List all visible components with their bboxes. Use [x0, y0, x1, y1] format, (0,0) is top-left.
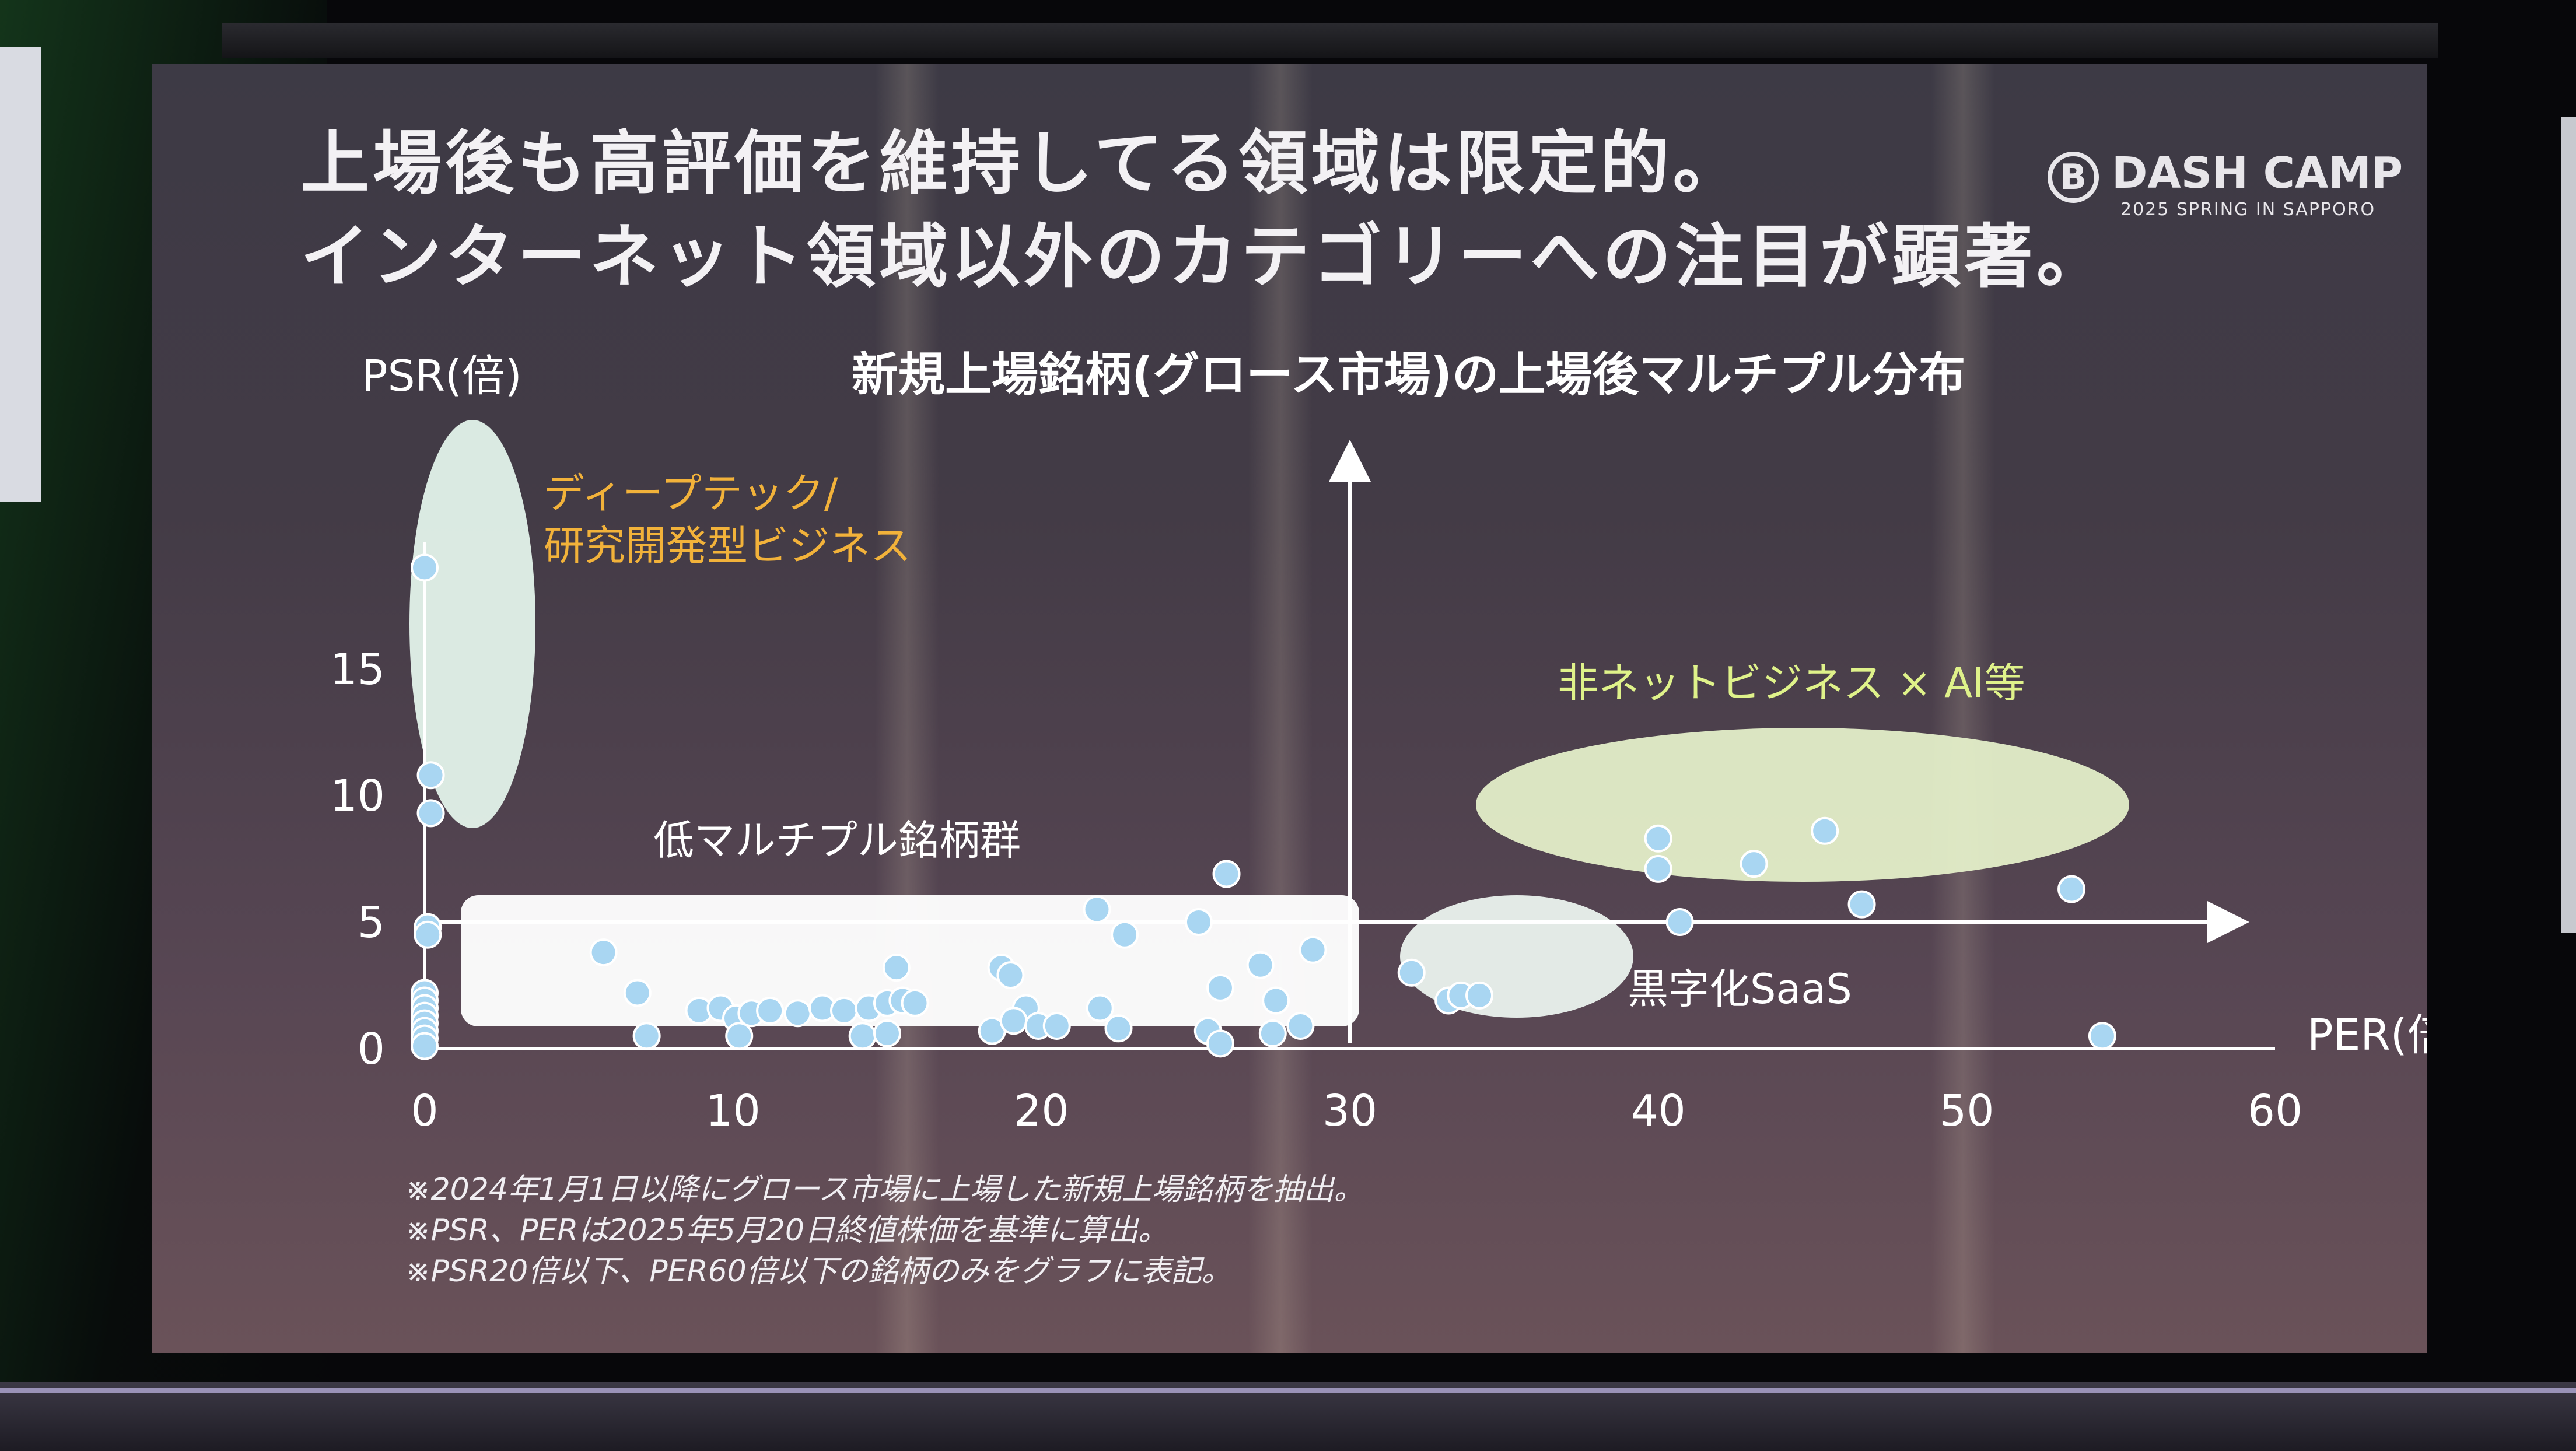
logo-subtitle: 2025 SPRING IN SAPPORO	[2120, 199, 2376, 220]
scatter-point	[848, 1022, 877, 1050]
footnote: ※PSR20倍以下、PER60倍以下の銘柄のみをグラフに表記。	[405, 1254, 1232, 1289]
scatter-point	[1847, 890, 1876, 919]
stage-light-beam	[1931, 64, 1995, 1353]
y-axis-title: PSR(倍)	[362, 351, 522, 401]
scatter-point	[1246, 951, 1275, 979]
scatter-point	[1811, 816, 1839, 845]
scatter-point	[1083, 895, 1111, 924]
stage-led-strip	[0, 1382, 2576, 1451]
scatter-point	[756, 996, 785, 1025]
scatter-point	[411, 553, 439, 582]
scatter-point	[2057, 875, 2086, 903]
scatter-point	[2088, 1022, 2116, 1050]
axis-ticks: 0 10 20 30 40 50 60 0 5 10 15	[330, 644, 2302, 1136]
scatter-point	[1665, 908, 1694, 936]
x-tick-label: 0	[411, 1086, 438, 1136]
scatter-point	[725, 1022, 754, 1050]
scatter-point	[999, 1007, 1028, 1035]
scatter-point	[1042, 1011, 1071, 1040]
scatter-point	[901, 989, 929, 1017]
scatter-point	[1206, 1029, 1234, 1058]
scatter-point	[1644, 824, 1672, 853]
scatter-point	[996, 961, 1025, 990]
stage-light-beam	[875, 64, 939, 1353]
scatter-point	[1740, 850, 1768, 878]
deeptech-region	[410, 420, 536, 828]
scatter-point	[416, 761, 445, 790]
scatter-point	[1258, 1019, 1287, 1047]
scatter-point	[1212, 860, 1241, 888]
data-points	[411, 553, 2116, 1060]
scatter-point	[1104, 1014, 1133, 1043]
logo-b-icon: B	[2048, 152, 2099, 203]
ai-business-region	[1476, 728, 2129, 882]
scatter-point	[1397, 958, 1426, 987]
x-tick-label: 20	[1014, 1086, 1069, 1136]
scatter-point	[632, 1022, 661, 1050]
scatter-point	[783, 999, 812, 1028]
chart-title: 新規上場銘柄(グロース市場)の上場後マルチプル分布	[852, 348, 1965, 402]
annotation-deeptech-line1: ディープテック/	[544, 469, 838, 517]
scatter-point	[623, 979, 652, 1007]
scatter-point	[416, 799, 445, 828]
annotation-deeptech-line2: 研究開発型ビジネス	[544, 522, 911, 570]
annotation-profitable-saas: 黒字化SaaS	[1628, 965, 1852, 1013]
heading-line: インターネット領域以外のカテゴリーへの注目が顕著。	[300, 216, 2109, 297]
scatter-point	[1206, 973, 1234, 1002]
scatter-point	[1184, 908, 1213, 936]
scatter-point	[1465, 981, 1494, 1010]
annotation-low-multiple: 低マルチプル銘柄群	[653, 816, 1021, 864]
stage-light-beam	[1248, 64, 1312, 1353]
scatter-point	[1086, 994, 1114, 1022]
x-tick-label: 60	[2248, 1086, 2302, 1136]
y-tick-label: 10	[330, 771, 385, 821]
x-tick-label: 50	[1939, 1086, 1994, 1136]
scatter-point	[589, 938, 618, 967]
logo-name: DASH CAMP	[2112, 148, 2403, 198]
left-side-screen	[0, 47, 41, 502]
scatter-point	[411, 1032, 439, 1060]
y-tick-label: 5	[358, 898, 385, 948]
scatter-point	[414, 920, 442, 949]
scatter-point	[1262, 986, 1290, 1015]
scatter-point	[1298, 935, 1327, 964]
stage-truss	[222, 23, 2438, 58]
scatter-point	[1644, 854, 1672, 883]
event-logo: B DASH CAMP 2025 SPRING IN SAPPORO	[2048, 146, 2403, 233]
multiple-scatter-chart: PSR(倍) PER(倍) 新規上場銘柄(グロース市場)の上場後マルチプル分布 …	[330, 348, 2427, 1136]
scatter-point	[830, 996, 858, 1025]
scatter-point	[1111, 920, 1139, 949]
x-tick-label: 10	[706, 1086, 761, 1136]
y-tick-label: 0	[358, 1024, 385, 1074]
footnote: ※2024年1月1日以降にグロース市場に上場した新規上場銘柄を抽出。	[405, 1172, 1364, 1207]
scatter-point	[1286, 1011, 1315, 1040]
y-tick-label: 15	[330, 644, 385, 695]
heading-line: 上場後も高評価を維持してる領域は限定的。	[300, 123, 1745, 204]
x-axis-title: PER(倍)	[2307, 1010, 2427, 1060]
annotation-ai-business: 非ネットビジネス × AI等	[1558, 659, 2025, 707]
x-tick-label: 30	[1322, 1086, 1377, 1136]
presentation-slide: 上場後も高評価を維持してる領域は限定的。 インターネット領域以外のカテゴリーへの…	[152, 64, 2427, 1353]
footnote: ※PSR、PERは2025年5月20日終値株価を基準に算出。	[405, 1213, 1168, 1248]
threshold-lines	[436, 440, 2249, 1043]
x-tick-label: 40	[1631, 1086, 1686, 1136]
right-side-screen	[2561, 117, 2576, 933]
scatter-point	[882, 954, 911, 982]
scatter-point	[873, 1019, 901, 1047]
slide-heading: 上場後も高評価を維持してる領域は限定的。 インターネット領域以外のカテゴリーへの…	[300, 117, 2109, 303]
